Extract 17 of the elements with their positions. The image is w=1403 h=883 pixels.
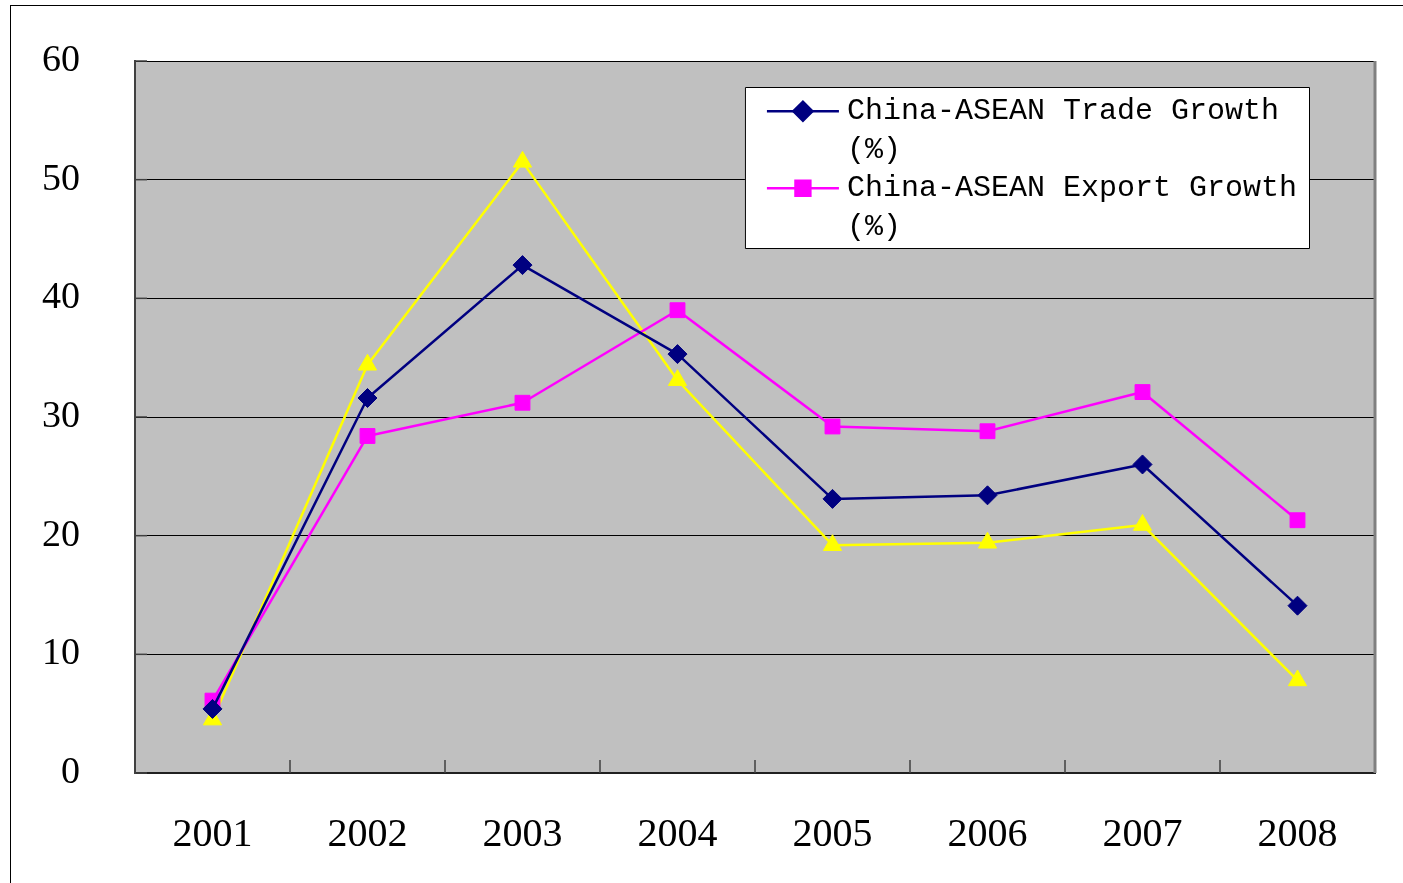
y-tick-label: 50: [42, 155, 80, 198]
y-tick-label: 30: [42, 392, 80, 435]
y-tick-label: 0: [61, 748, 80, 791]
x-tick-label: 2006: [947, 809, 1028, 855]
x-tick-label: 2008: [1257, 809, 1338, 855]
x-tick-label: 2003: [482, 809, 563, 855]
x-tick-label: 2004: [637, 809, 718, 855]
legend-label: China-ASEAN Trade Growth (%): [846, 94, 1279, 167]
y-tick-label: 40: [42, 274, 80, 317]
x-tick-label: 2005: [792, 809, 873, 855]
legend-label: China-ASEAN Export Growth (%): [846, 171, 1297, 244]
y-tick-label: 60: [42, 36, 80, 79]
y-tick-label: 10: [42, 630, 80, 673]
x-tick-label: 2002: [327, 809, 408, 855]
x-tick-label: 2001: [172, 809, 253, 855]
x-tick-label: 2007: [1102, 809, 1183, 855]
y-tick-label: 20: [42, 511, 80, 554]
